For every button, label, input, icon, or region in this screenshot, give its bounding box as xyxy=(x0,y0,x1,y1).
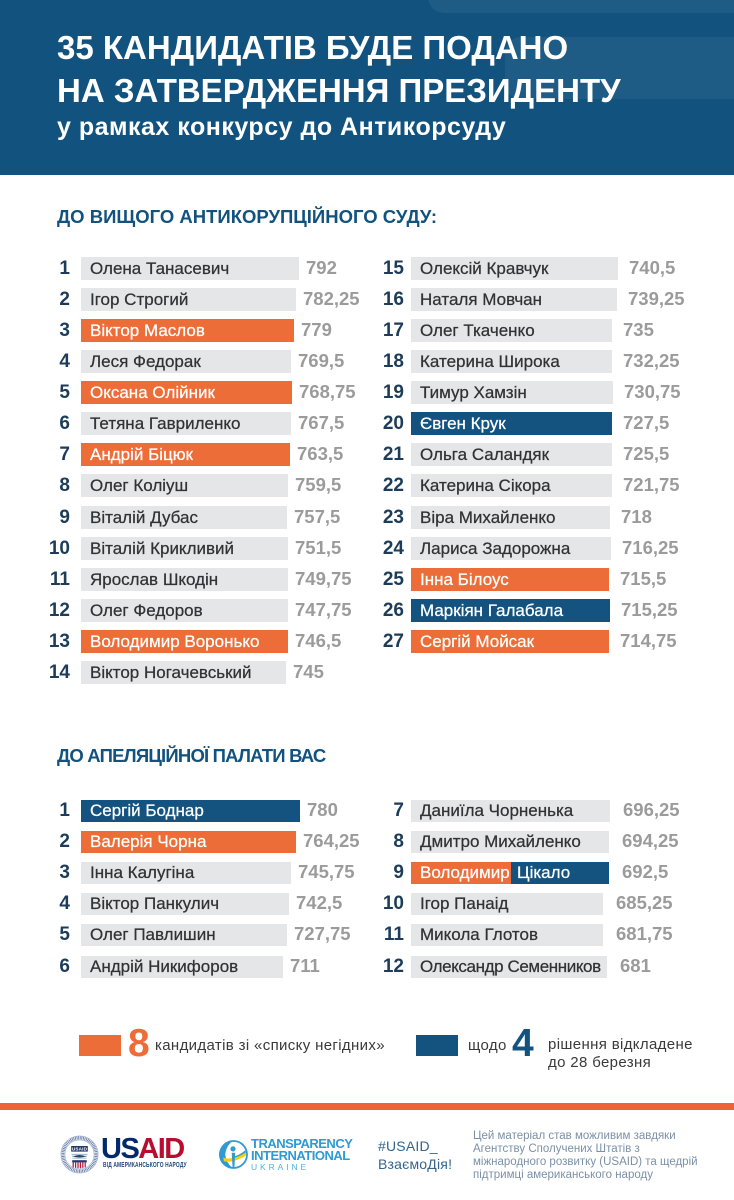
svg-text:USAID: USAID xyxy=(72,1147,88,1152)
